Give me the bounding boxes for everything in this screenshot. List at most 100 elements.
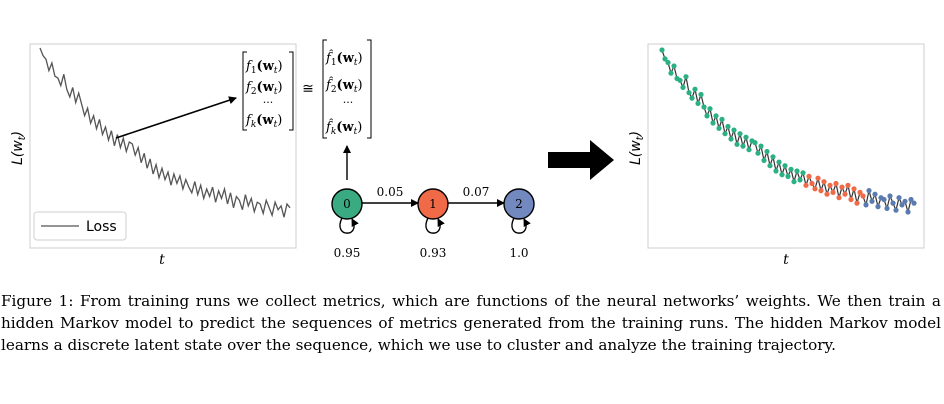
hmm-state-2 (503, 188, 535, 220)
figure-caption: Figure 1: From training runs we collect … (1, 292, 941, 354)
state-point (806, 173, 812, 179)
state-point (668, 70, 674, 76)
state-point (713, 113, 719, 119)
self-loop-2 (511, 217, 531, 234)
state-point (842, 191, 848, 197)
state-point (716, 125, 722, 131)
state-point (899, 202, 905, 208)
state-point (827, 182, 833, 188)
rhs-row-1: f̂1(wt) (325, 49, 363, 68)
state-point (794, 168, 800, 174)
rhs-row-k: f̂k(wt) (325, 118, 362, 137)
state-point (824, 191, 830, 197)
state-point (797, 177, 803, 183)
state-point (884, 205, 890, 211)
state-point (788, 166, 794, 172)
left-legend: Loss (33, 211, 127, 241)
lhs-row-k: fk(wt) (245, 113, 282, 130)
left-loss-line (39, 47, 291, 218)
state-point (782, 163, 788, 169)
state-point (812, 186, 818, 192)
state-point (758, 143, 764, 149)
transition-prob-0-1: 0.05 (377, 185, 404, 199)
hidden-markov-model: 0.05 0.07 0 1 2 0.95 0.93 1.0 (331, 185, 535, 260)
lhs-row-2: f2(wt) (245, 80, 283, 97)
hmm-state-0 (331, 188, 363, 220)
state-point (902, 198, 908, 204)
state-point (680, 84, 686, 90)
state-point (743, 134, 749, 140)
state-point (689, 95, 695, 101)
state-point (857, 189, 863, 195)
state-point (746, 147, 752, 153)
state-point (863, 202, 869, 208)
state-point (701, 104, 707, 110)
state-point (830, 189, 836, 195)
hmm-state-1 (417, 188, 449, 220)
state-point (719, 116, 725, 122)
state-point (785, 173, 791, 179)
right-plot-frame (647, 43, 925, 249)
state-point (683, 74, 689, 80)
left-legend-box (33, 211, 127, 241)
state-point (776, 159, 782, 165)
state-point (740, 143, 746, 149)
state-point (905, 209, 911, 215)
state-point (833, 180, 839, 187)
state-point (770, 154, 776, 160)
state-point (773, 168, 779, 174)
state-point (737, 131, 743, 137)
state-point (845, 182, 851, 188)
right-segmented-plot: L(wt) t (628, 43, 925, 268)
state-point (800, 170, 806, 176)
lhs-dots: ··· (263, 96, 274, 109)
state-point (809, 180, 815, 187)
rhs-bracket-left (322, 39, 327, 139)
state-point (890, 200, 896, 206)
left-x-axis-label: t (159, 252, 165, 268)
state-point (836, 195, 842, 201)
rhs-row-2: f̂2(wt) (325, 76, 363, 95)
state-point (908, 196, 914, 203)
right-loss-line (661, 49, 915, 215)
left-plot-frame (29, 43, 297, 249)
lhs-bracket-left (242, 51, 247, 131)
self-loop-1 (425, 217, 445, 234)
right-state-points (659, 47, 917, 215)
state-point (707, 106, 713, 112)
state-point (866, 188, 872, 194)
self-loop-0 (339, 217, 359, 234)
state-point (665, 59, 671, 66)
state-point (764, 148, 770, 155)
self-prob-0: 0.95 (334, 246, 361, 260)
big-right-arrow (548, 140, 614, 180)
approx-relation: ≅ (302, 81, 314, 97)
state-point (854, 200, 860, 206)
state-point (722, 131, 728, 137)
state-point (677, 77, 683, 83)
hmm-state-0-label: 0 (343, 197, 351, 211)
state-point (881, 196, 887, 203)
state-point (698, 91, 704, 98)
left-legend-label: Loss (86, 219, 117, 235)
state-point (725, 123, 731, 130)
transition-prob-1-2: 0.07 (463, 185, 490, 199)
state-point (767, 163, 773, 169)
right-y-axis-label: L(wt) (628, 131, 646, 165)
state-point (821, 179, 827, 185)
state-point (710, 120, 716, 126)
state-point (761, 157, 767, 163)
state-point (791, 179, 797, 185)
metric-pointer-arrow (115, 96, 237, 139)
state-point (686, 90, 692, 96)
state-point (755, 150, 761, 156)
self-prob-2: 1.0 (509, 246, 528, 260)
state-point (839, 184, 845, 190)
state-point (911, 200, 917, 206)
state-point (887, 193, 893, 199)
hmm-state-1-label: 1 (429, 197, 437, 211)
state-point (734, 141, 740, 147)
state-point (815, 175, 821, 181)
lhs-bracket-right (289, 51, 294, 131)
self-prob-1: 0.93 (420, 246, 447, 260)
